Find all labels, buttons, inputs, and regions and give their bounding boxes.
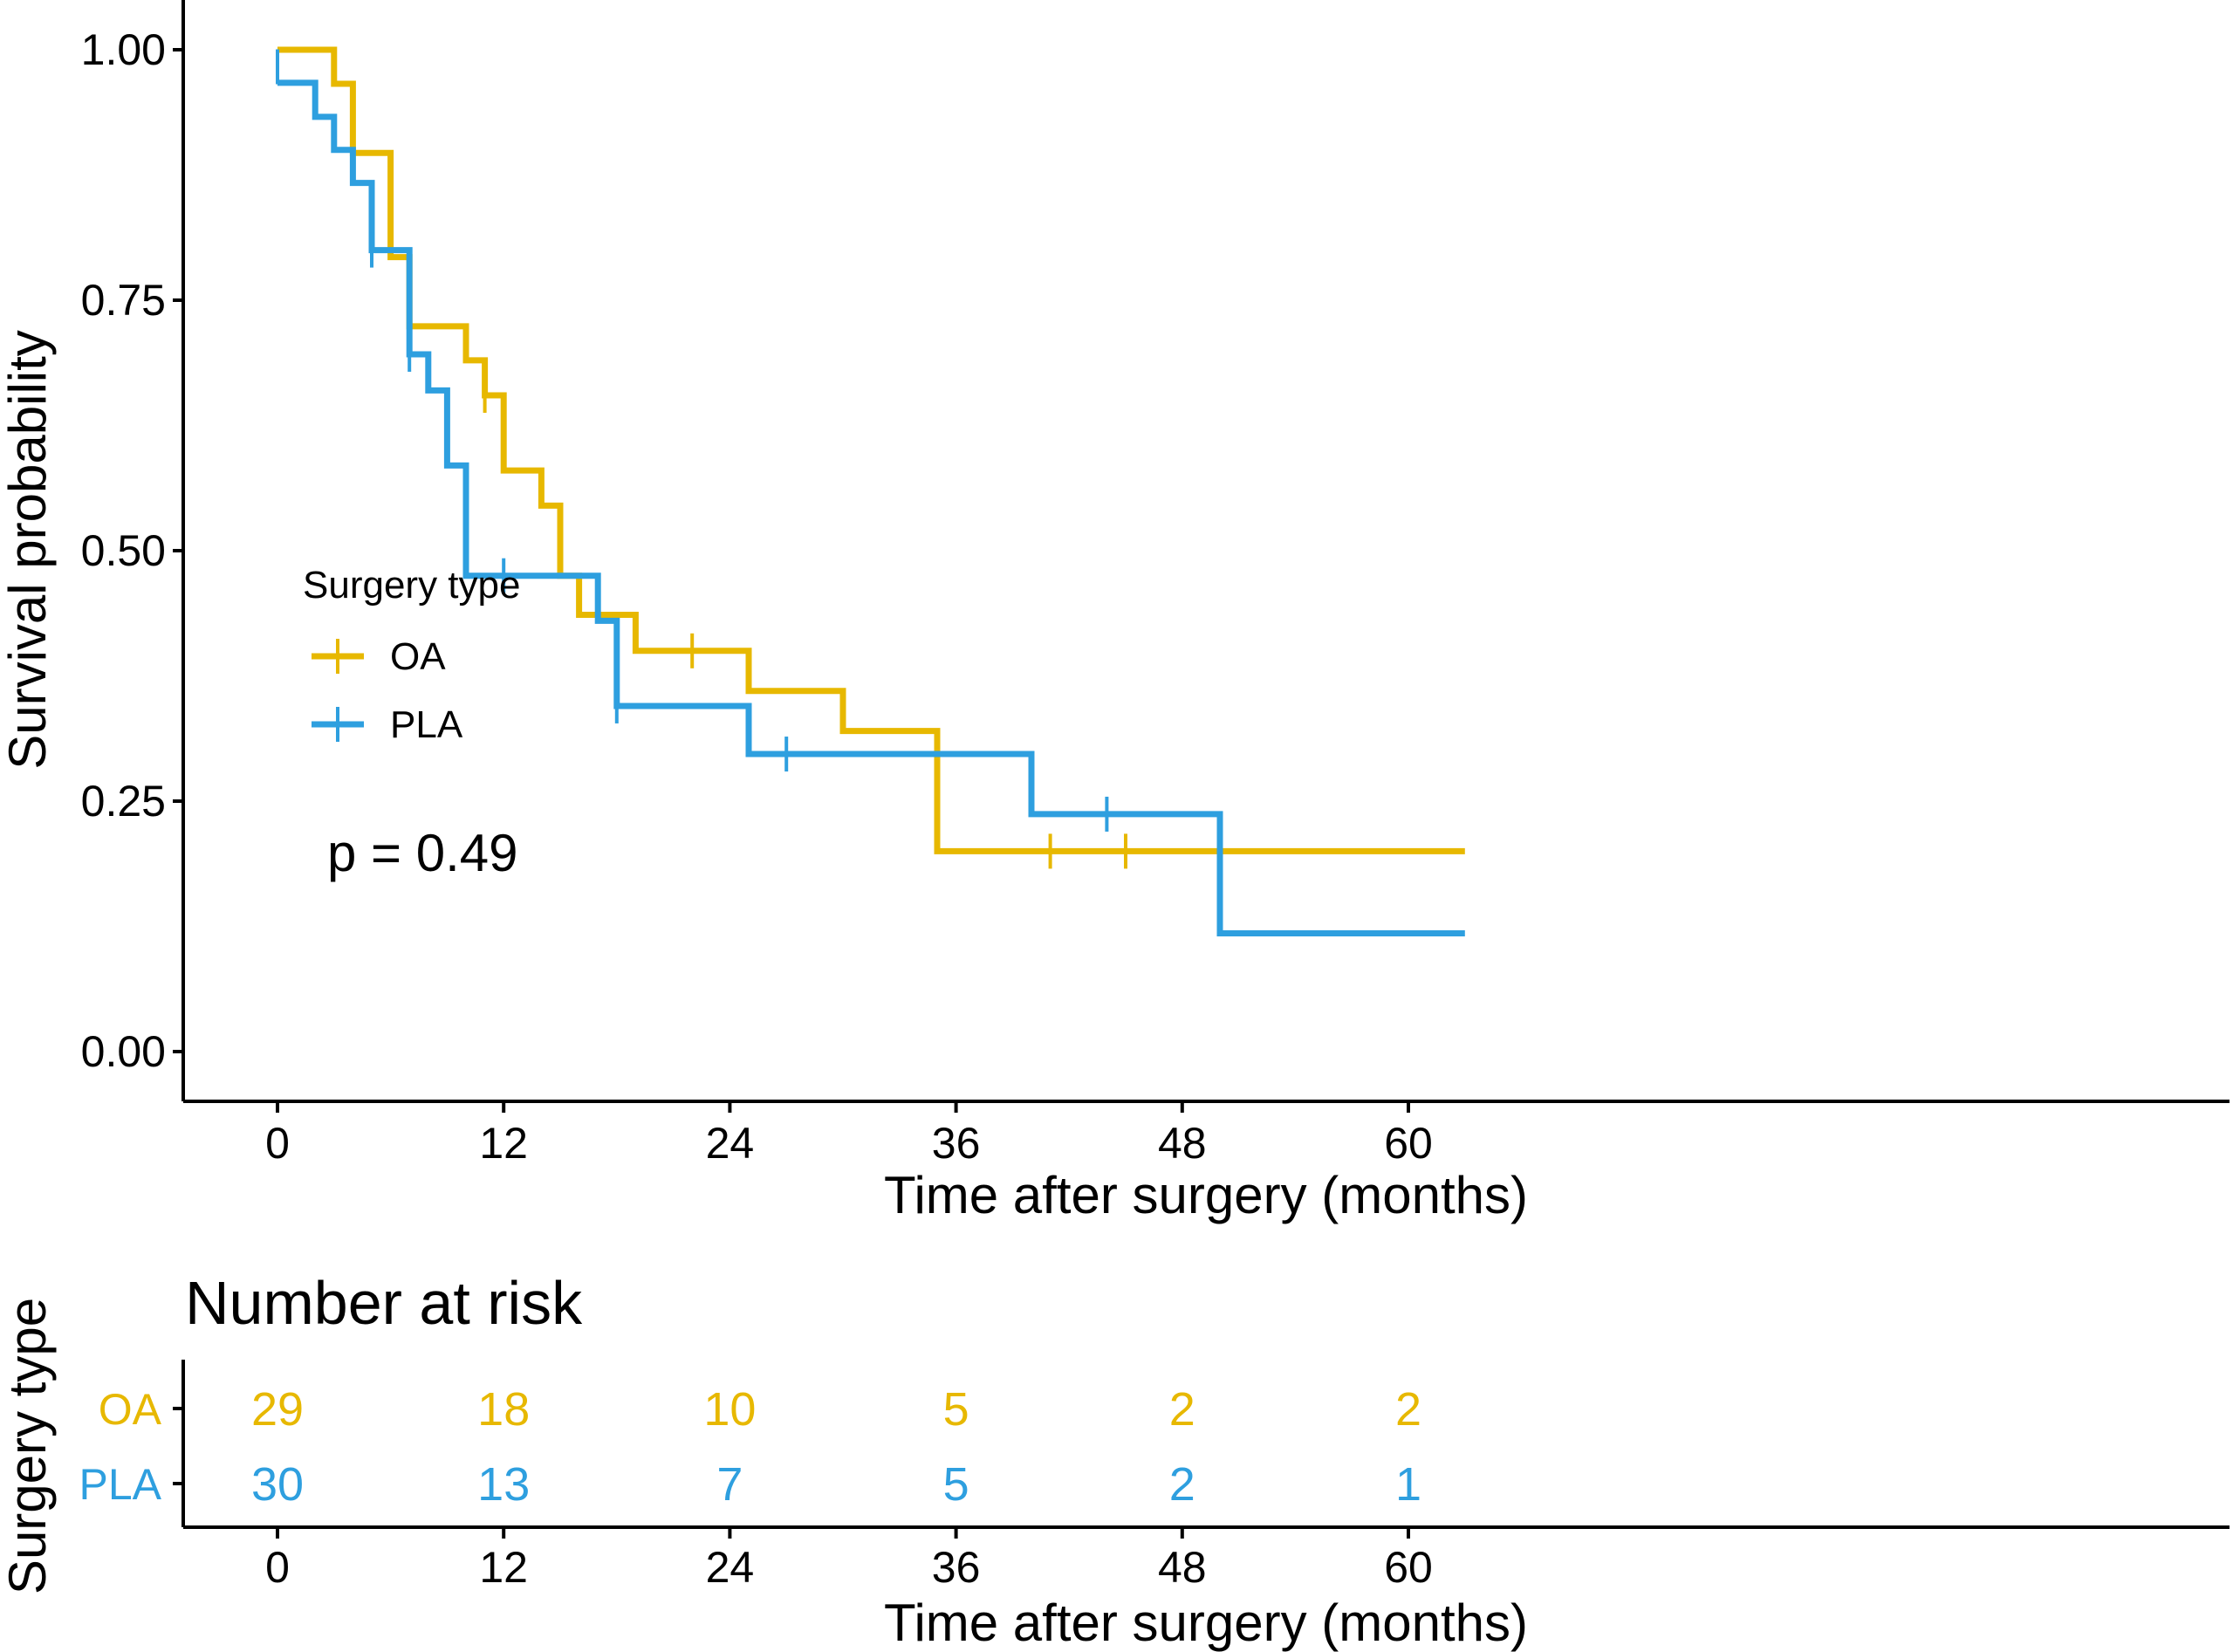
risk-cell-pla: 30 <box>251 1458 304 1511</box>
risk-cell-oa: 2 <box>1395 1383 1421 1436</box>
y-tick-label: 0.25 <box>81 777 166 826</box>
risk-cell-oa: 2 <box>1169 1383 1195 1436</box>
x-tick-label: 0 <box>265 1119 290 1168</box>
x-tick-label: 36 <box>932 1119 981 1168</box>
km-x-axis-title: Time after surgery (months) <box>884 1166 1528 1224</box>
risk-cell-pla: 5 <box>943 1458 969 1511</box>
risk-group-label-pla: PLA <box>79 1460 161 1509</box>
risk-x-axis-title: Time after surgery (months) <box>884 1594 1528 1652</box>
risk-cell-pla: 2 <box>1169 1458 1195 1511</box>
legend-item-pla: PLA <box>312 703 463 746</box>
p-value-annotation: p = 0.49 <box>327 824 518 882</box>
km-series-layer <box>276 46 1465 937</box>
risk-x-tick-label: 36 <box>932 1543 981 1592</box>
y-tick-label: 1.00 <box>81 25 166 74</box>
survival-curve-pla <box>277 79 1465 937</box>
km-y-ticks: 0.00 0.25 0.50 0.75 1.00 <box>81 25 183 1076</box>
legend-item-oa: OA <box>312 635 446 678</box>
y-tick-label: 0.00 <box>81 1027 166 1076</box>
legend-label-oa: OA <box>390 635 446 678</box>
km-plot: 0.00 0.25 0.50 0.75 1.00 0 12 24 36 48 60 Time af… <box>0 0 2230 1224</box>
risk-cell-pla: 1 <box>1395 1458 1421 1511</box>
risk-cell-pla: 13 <box>477 1458 530 1511</box>
risk-x-tick-label: 12 <box>479 1543 528 1592</box>
risk-cell-oa: 18 <box>477 1383 530 1436</box>
risk-x-tick-label: 60 <box>1384 1543 1433 1592</box>
y-tick-label: 0.50 <box>81 526 166 575</box>
legend-label-pla: PLA <box>390 703 463 746</box>
risk-group-label-oa: OA <box>99 1385 162 1434</box>
risk-x-ticks: 0 12 24 36 48 60 <box>265 1527 1433 1592</box>
risk-cell-oa: 5 <box>943 1383 969 1436</box>
risk-cells: OA 29 18 10 5 2 2 PLA 30 13 7 5 2 1 <box>79 1383 1421 1511</box>
risk-cell-oa: 29 <box>251 1383 304 1436</box>
legend-title: Surgery type <box>303 564 520 607</box>
risk-cell-pla: 7 <box>716 1458 743 1511</box>
y-tick-label: 0.75 <box>81 276 166 325</box>
x-tick-label: 48 <box>1158 1119 1207 1168</box>
risk-cell-oa: 10 <box>703 1383 756 1436</box>
risk-x-tick-label: 24 <box>706 1543 755 1592</box>
risk-x-tick-label: 48 <box>1158 1543 1207 1592</box>
x-tick-label: 12 <box>479 1119 528 1168</box>
km-x-ticks: 0 12 24 36 48 60 <box>265 1101 1433 1168</box>
risk-x-tick-label: 0 <box>265 1543 290 1592</box>
risk-table: Number at risk OA 29 18 10 5 2 2 PLA 30 13 7 5 2 1 0 1… <box>0 1269 2230 1652</box>
x-tick-label: 60 <box>1384 1119 1433 1168</box>
legend: Surgery type OA PLA <box>303 564 520 746</box>
risk-y-axis-title: Surgery type <box>0 1298 57 1594</box>
survival-curve-oa <box>277 46 1465 854</box>
x-tick-label: 24 <box>706 1119 755 1168</box>
km-y-axis-title: Survival probability <box>0 330 57 770</box>
risk-table-title: Number at risk <box>185 1269 583 1337</box>
